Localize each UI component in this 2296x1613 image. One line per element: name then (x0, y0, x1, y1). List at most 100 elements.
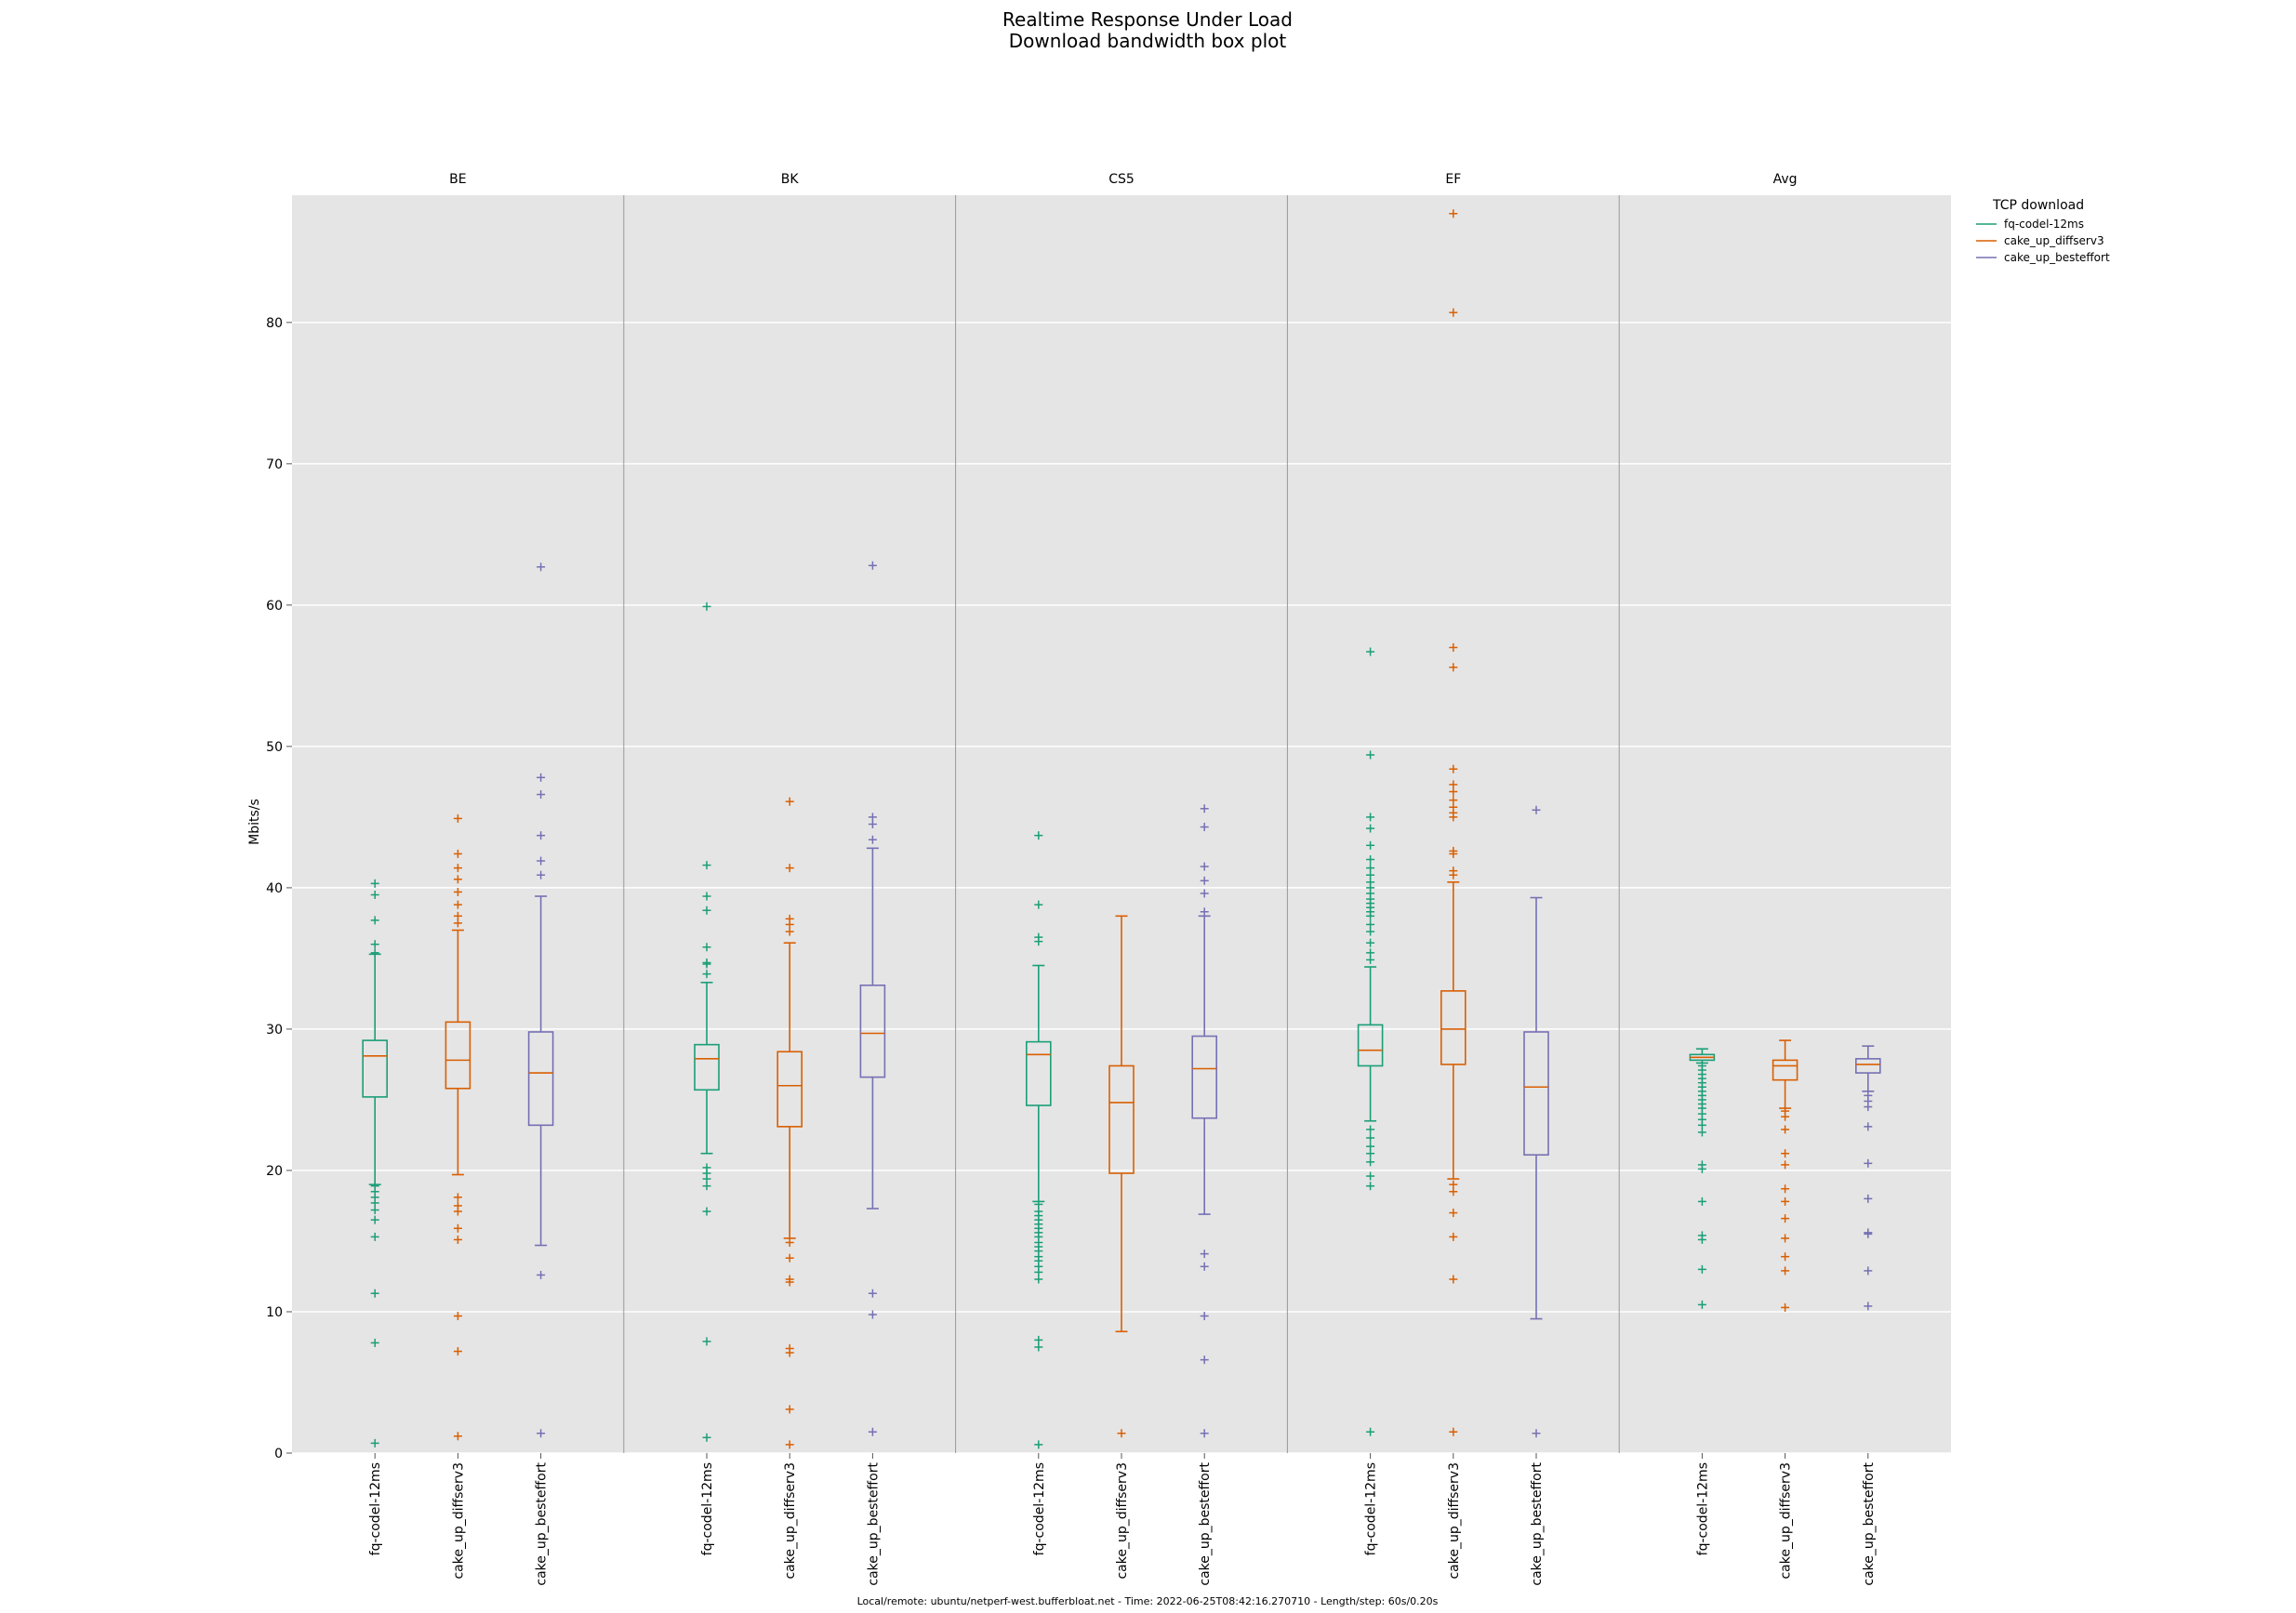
outlier-point (1366, 1125, 1375, 1134)
outlier-point (453, 887, 462, 896)
outlier-point (1034, 1267, 1043, 1276)
box-fq-codel-12ms (1357, 647, 1384, 1436)
box-fq-codel-12ms (362, 879, 389, 1448)
outlier-point (1366, 864, 1375, 873)
outlier-point (537, 831, 546, 840)
outlier-point (1366, 1157, 1375, 1167)
outlier-point (1366, 948, 1375, 958)
outlier-point (453, 1207, 462, 1216)
box-cake_up_diffserv3 (1772, 1039, 1798, 1312)
footer-text: Local/remote: ubuntu/netperf-west.buffer… (857, 1595, 1439, 1607)
outlier-point (785, 1348, 794, 1357)
panel-label: EF (1445, 172, 1461, 187)
x-tick-label: cake_up_diffserv3 (1779, 1462, 1794, 1580)
outlier-point (1697, 1197, 1706, 1206)
outlier-point (1697, 1300, 1706, 1309)
y-tick-label: 30 (266, 1023, 283, 1038)
outlier-point (1781, 1125, 1790, 1134)
outlier-point (1034, 831, 1043, 840)
outlier-point (1200, 1262, 1209, 1271)
outlier-point (1200, 1249, 1209, 1259)
outlier-point (785, 797, 794, 806)
outlier-point (1366, 927, 1375, 936)
box-cake_up_besteffort (1855, 1045, 1881, 1311)
outlier-point (370, 916, 379, 925)
y-tick-label: 10 (266, 1305, 283, 1320)
outlier-point (868, 1427, 877, 1436)
outlier-point (1449, 787, 1458, 797)
outlier-point (1449, 308, 1458, 317)
outlier-point (1864, 1103, 1873, 1112)
outlier-point (702, 1207, 711, 1216)
outlier-point (1034, 1335, 1043, 1344)
outlier-point (1781, 1160, 1790, 1170)
outlier-point (1034, 937, 1043, 946)
outlier-point (1781, 1266, 1790, 1276)
x-tick-label: cake_up_diffserv3 (783, 1462, 798, 1580)
box-iqr (1772, 1059, 1798, 1081)
outlier-point (537, 856, 546, 866)
outlier-point (453, 1223, 462, 1233)
outlier-point (1366, 1133, 1375, 1143)
outlier-point (702, 959, 711, 969)
outlier-point (537, 790, 546, 800)
outlier-point (1449, 813, 1458, 822)
box-fq-codel-12ms (694, 602, 720, 1442)
x-tick-label: cake_up_diffserv3 (1447, 1462, 1462, 1580)
outlier-point (537, 773, 546, 782)
box-iqr (527, 1031, 554, 1127)
outlier-point (1366, 750, 1375, 760)
outlier-point (1781, 1252, 1790, 1262)
y-tick-label: 50 (266, 740, 283, 755)
outlier-point (868, 835, 877, 844)
box-cake_up_diffserv3 (445, 813, 471, 1441)
outlier-point (702, 861, 711, 870)
outlier-point (1366, 1171, 1375, 1181)
outlier-point (1034, 1199, 1043, 1209)
outlier-point (1366, 870, 1375, 879)
outlier-point (1200, 889, 1209, 898)
box-fq-codel-12ms (1689, 1048, 1716, 1309)
outlier-point (1366, 919, 1375, 929)
box-iqr (1191, 1035, 1217, 1119)
chart-subtitle: Download bandwidth box plot (1009, 30, 1287, 52)
box-iqr (776, 1051, 803, 1128)
outlier-point (370, 948, 379, 958)
outlier-point (453, 900, 462, 909)
chart-title: Realtime Response Under Load (1002, 8, 1293, 31)
outlier-point (537, 562, 546, 572)
outlier-point (702, 1182, 711, 1191)
box-fq-codel-12ms (1026, 831, 1052, 1449)
box-iqr (1108, 1064, 1135, 1174)
x-tick-label: fq-codel-12ms (1364, 1462, 1379, 1555)
outlier-point (702, 1337, 711, 1346)
outlier-point (1449, 663, 1458, 672)
legend-entry: fq-codel-12ms (2004, 218, 2084, 231)
panel-label: BE (449, 172, 466, 187)
outlier-point (370, 879, 379, 888)
outlier-point (785, 927, 794, 936)
outlier-point (1449, 780, 1458, 789)
outlier-point (453, 919, 462, 928)
outlier-point (1117, 1429, 1126, 1438)
legend-entry: cake_up_diffserv3 (2004, 234, 2104, 247)
outlier-point (868, 820, 877, 828)
outlier-point (1449, 1427, 1458, 1436)
outlier-point (370, 1198, 379, 1208)
outlier-point (1366, 813, 1375, 822)
outlier-point (702, 1174, 711, 1183)
outlier-point (1366, 1182, 1375, 1191)
outlier-point (453, 1432, 462, 1441)
outlier-point (1449, 849, 1458, 858)
x-tick-label: cake_up_diffserv3 (1115, 1462, 1130, 1580)
outlier-point (1864, 1158, 1873, 1168)
outlier-point (1034, 1275, 1043, 1284)
outlier-point (1366, 840, 1375, 850)
outlier-point (453, 911, 462, 920)
outlier-point (702, 892, 711, 901)
x-tick-label: cake_up_besteffort (1198, 1462, 1213, 1586)
outlier-point (1449, 1180, 1458, 1189)
y-tick-label: 20 (266, 1164, 283, 1179)
box-iqr (362, 1039, 389, 1098)
